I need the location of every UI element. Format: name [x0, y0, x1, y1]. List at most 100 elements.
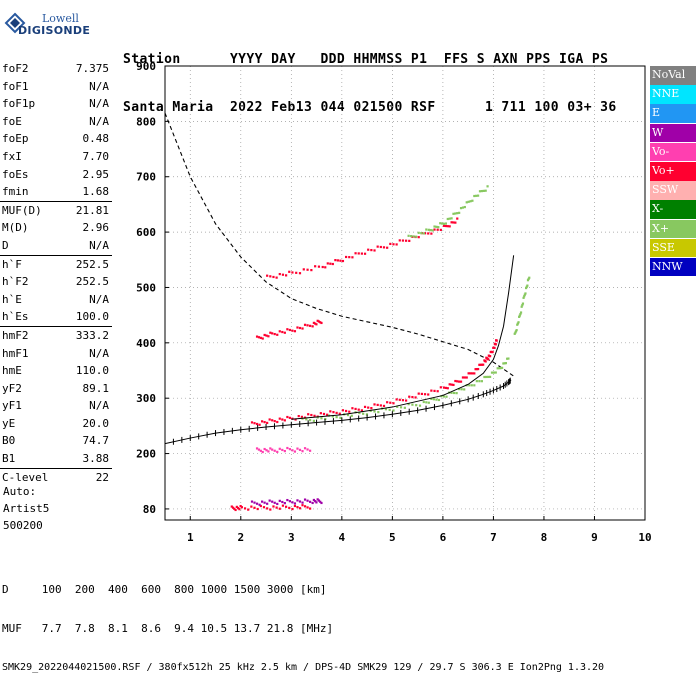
- trace-point: [346, 413, 350, 417]
- param-value: N/A: [89, 238, 109, 252]
- trace-point: [272, 275, 275, 279]
- x-tick-label: 10: [638, 531, 651, 544]
- y-tick-label: 700: [136, 171, 156, 184]
- param-row: B0 74.7: [0, 432, 112, 450]
- trace-point: [456, 217, 459, 220]
- trace-point: [448, 225, 451, 228]
- trace-point: [296, 326, 299, 329]
- trace-point: [392, 409, 395, 412]
- trace-point: [456, 212, 459, 215]
- trace-point: [283, 419, 286, 422]
- param-name: yF2: [2, 381, 22, 395]
- trace-point: [303, 447, 307, 450]
- trace-point: [235, 505, 238, 508]
- trace-point: [444, 222, 447, 225]
- profile-curve: [164, 379, 512, 445]
- trace-point: [296, 447, 299, 450]
- trace-point: [367, 248, 370, 251]
- y-tick-label: 400: [136, 337, 156, 350]
- trace-point: [288, 416, 291, 419]
- trace-point: [441, 222, 444, 225]
- trace-point: [527, 277, 530, 281]
- trace-point: [285, 505, 288, 508]
- trace-point: [313, 414, 316, 417]
- trace-point: [269, 331, 272, 334]
- trace-point: [431, 229, 434, 232]
- trace-point: [286, 415, 289, 419]
- param-value: 0.48: [82, 132, 110, 146]
- trace-point: [233, 507, 236, 510]
- trace-point: [376, 403, 379, 407]
- trace-point: [433, 225, 436, 228]
- trace-point: [283, 331, 286, 334]
- trace-point: [272, 505, 275, 508]
- param-name: B0: [2, 434, 16, 448]
- auto-label: Auto:: [3, 485, 37, 498]
- param-value: 333.2: [75, 328, 109, 342]
- trace-point: [516, 323, 519, 326]
- param-value: N/A: [89, 292, 109, 306]
- trace-point: [276, 333, 279, 336]
- trace-point: [295, 271, 298, 274]
- trace-point: [401, 399, 405, 402]
- trace-point: [427, 401, 430, 404]
- trace-point: [502, 362, 505, 365]
- plot-frame: [164, 65, 646, 521]
- trace-point: [482, 363, 485, 366]
- trace-point: [395, 243, 398, 246]
- trace-point: [309, 500, 312, 503]
- trace-point: [285, 274, 288, 277]
- trace-point: [382, 246, 386, 249]
- trace-point: [291, 329, 294, 332]
- trace-point: [523, 293, 526, 296]
- trace-point: [468, 384, 471, 387]
- trace-point: [329, 410, 332, 413]
- trace-point: [506, 357, 509, 360]
- trace-point: [461, 206, 465, 209]
- muf-dashed-curve: [164, 112, 514, 377]
- param-name: foF1: [2, 79, 29, 93]
- trace-point: [450, 221, 453, 224]
- legend-item: NoVal: [650, 66, 696, 85]
- trace-point: [379, 404, 382, 407]
- trace-point: [314, 500, 317, 503]
- trace-point: [518, 315, 521, 318]
- trace-point: [480, 363, 483, 366]
- trace-point: [345, 409, 348, 413]
- trace-point: [382, 404, 386, 408]
- trace-point: [257, 336, 261, 339]
- param-value: 89.1: [82, 381, 110, 395]
- trace-point: [298, 272, 302, 275]
- trace-point: [271, 332, 274, 335]
- trace-point: [507, 357, 510, 360]
- trace-point: [408, 395, 411, 398]
- param-name: yE: [2, 416, 16, 430]
- trace-point: [320, 501, 323, 505]
- trace-point: [442, 224, 446, 227]
- trace-point: [469, 200, 472, 203]
- trace-point: [498, 367, 501, 370]
- trace-point: [362, 412, 365, 415]
- trace-point: [240, 506, 243, 509]
- trace-point: [396, 405, 399, 408]
- trace-point: [286, 328, 289, 331]
- trace-point: [275, 276, 278, 279]
- trace-point: [427, 228, 430, 231]
- param-name: foF1p: [2, 97, 36, 111]
- trace-point: [301, 501, 304, 504]
- trace-point: [408, 239, 411, 242]
- trace-point: [444, 224, 447, 228]
- trace-point: [310, 413, 313, 417]
- trace-point: [278, 272, 281, 276]
- trace-point: [363, 405, 367, 408]
- trace-point: [442, 222, 446, 225]
- trace-point: [276, 420, 279, 424]
- trace-point: [293, 502, 297, 505]
- trace-point: [448, 217, 451, 220]
- trace-point: [316, 319, 319, 322]
- trace-point: [376, 245, 379, 248]
- trace-point: [450, 391, 453, 394]
- param-value: N/A: [89, 97, 109, 111]
- trace-point: [389, 401, 392, 404]
- trace-point: [281, 330, 284, 334]
